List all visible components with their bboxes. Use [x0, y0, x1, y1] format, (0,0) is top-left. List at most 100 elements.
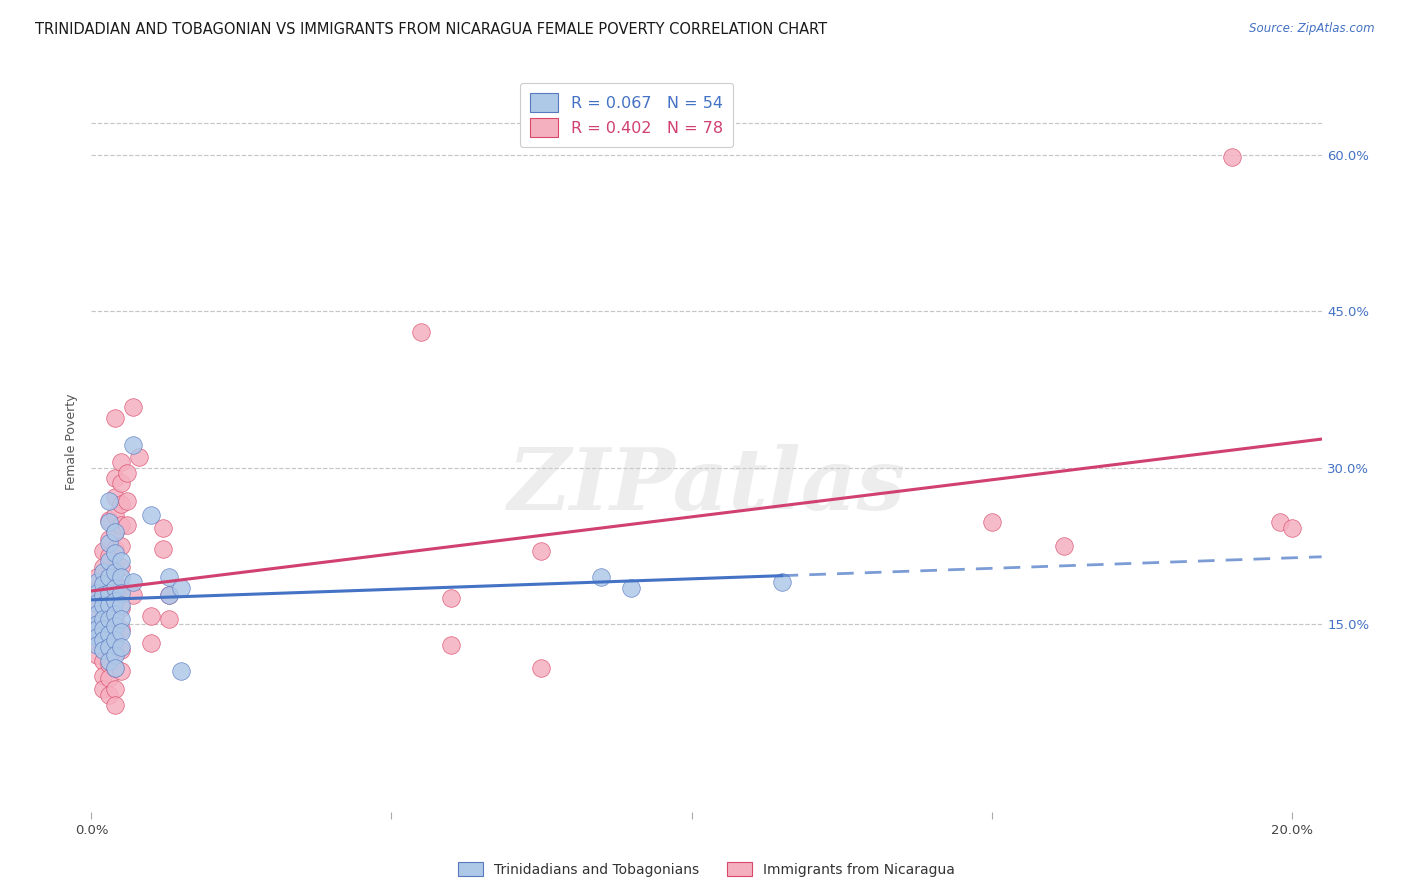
Point — [117, 518, 139, 533]
Point — [152, 521, 174, 535]
Point — [86, 617, 108, 632]
Point — [93, 599, 115, 613]
Point — [98, 570, 121, 584]
Point — [86, 622, 108, 636]
Point — [104, 594, 127, 608]
Point — [104, 525, 127, 540]
Point — [110, 554, 132, 568]
Point — [98, 513, 121, 527]
Point — [157, 612, 180, 626]
Point — [98, 688, 121, 702]
Point — [98, 612, 121, 626]
Point — [98, 657, 121, 671]
Point — [980, 515, 1002, 529]
Point — [93, 575, 115, 590]
Point — [98, 532, 121, 546]
Point — [157, 588, 180, 602]
Point — [98, 549, 121, 564]
Point — [86, 583, 108, 598]
Point — [98, 586, 121, 600]
Point — [110, 476, 132, 491]
Point — [86, 586, 108, 600]
Point — [110, 586, 132, 600]
Text: Source: ZipAtlas.com: Source: ZipAtlas.com — [1250, 22, 1375, 36]
Point — [93, 622, 115, 636]
Point — [170, 581, 193, 595]
Point — [122, 588, 145, 602]
Point — [86, 634, 108, 648]
Point — [122, 575, 145, 590]
Point — [1220, 150, 1243, 164]
Point — [86, 596, 108, 610]
Point — [110, 518, 132, 533]
Point — [110, 539, 132, 553]
Point — [93, 640, 115, 654]
Point — [104, 681, 127, 696]
Point — [104, 607, 127, 621]
Point — [104, 648, 127, 663]
Point — [141, 508, 163, 522]
Point — [110, 643, 132, 657]
Point — [110, 599, 132, 613]
Point — [86, 622, 108, 636]
Point — [86, 608, 108, 623]
Point — [170, 664, 193, 678]
Point — [98, 627, 121, 641]
Point — [93, 669, 115, 683]
Point — [98, 640, 121, 654]
Point — [117, 494, 139, 508]
Point — [104, 546, 127, 560]
Point — [530, 661, 553, 675]
Point — [93, 653, 115, 667]
Point — [530, 544, 553, 558]
Point — [157, 588, 180, 602]
Point — [93, 615, 115, 629]
Point — [93, 588, 115, 602]
Point — [104, 661, 127, 675]
Point — [93, 544, 115, 558]
Point — [98, 640, 121, 654]
Point — [98, 612, 121, 626]
Point — [98, 625, 121, 640]
Point — [98, 653, 121, 667]
Point — [86, 596, 108, 610]
Point — [104, 577, 127, 591]
Point — [104, 608, 127, 623]
Point — [104, 559, 127, 574]
Point — [104, 632, 127, 647]
Point — [93, 643, 115, 657]
Point — [110, 559, 132, 574]
Point — [86, 575, 108, 590]
Point — [98, 599, 121, 613]
Point — [93, 565, 115, 579]
Point — [104, 490, 127, 504]
Point — [122, 438, 145, 452]
Point — [440, 638, 463, 652]
Point — [86, 570, 108, 584]
Point — [110, 612, 132, 626]
Point — [104, 661, 127, 675]
Point — [93, 627, 115, 641]
Point — [770, 575, 793, 590]
Point — [620, 581, 643, 595]
Point — [110, 570, 132, 584]
Point — [98, 671, 121, 685]
Point — [98, 535, 121, 549]
Point — [93, 559, 115, 574]
Text: TRINIDADIAN AND TOBAGONIAN VS IMMIGRANTS FROM NICARAGUA FEMALE POVERTY CORRELATI: TRINIDADIAN AND TOBAGONIAN VS IMMIGRANTS… — [35, 22, 827, 37]
Point — [157, 570, 180, 584]
Point — [110, 497, 132, 511]
Point — [110, 601, 132, 615]
Point — [98, 554, 121, 568]
Point — [98, 566, 121, 581]
Point — [104, 508, 127, 522]
Point — [411, 325, 433, 339]
Point — [110, 640, 132, 654]
Point — [93, 632, 115, 647]
Point — [104, 643, 127, 657]
Point — [104, 471, 127, 485]
Point — [104, 581, 127, 595]
Legend: Trinidadians and Tobagonians, Immigrants from Nicaragua: Trinidadians and Tobagonians, Immigrants… — [453, 856, 960, 882]
Point — [93, 612, 115, 626]
Point — [104, 525, 127, 540]
